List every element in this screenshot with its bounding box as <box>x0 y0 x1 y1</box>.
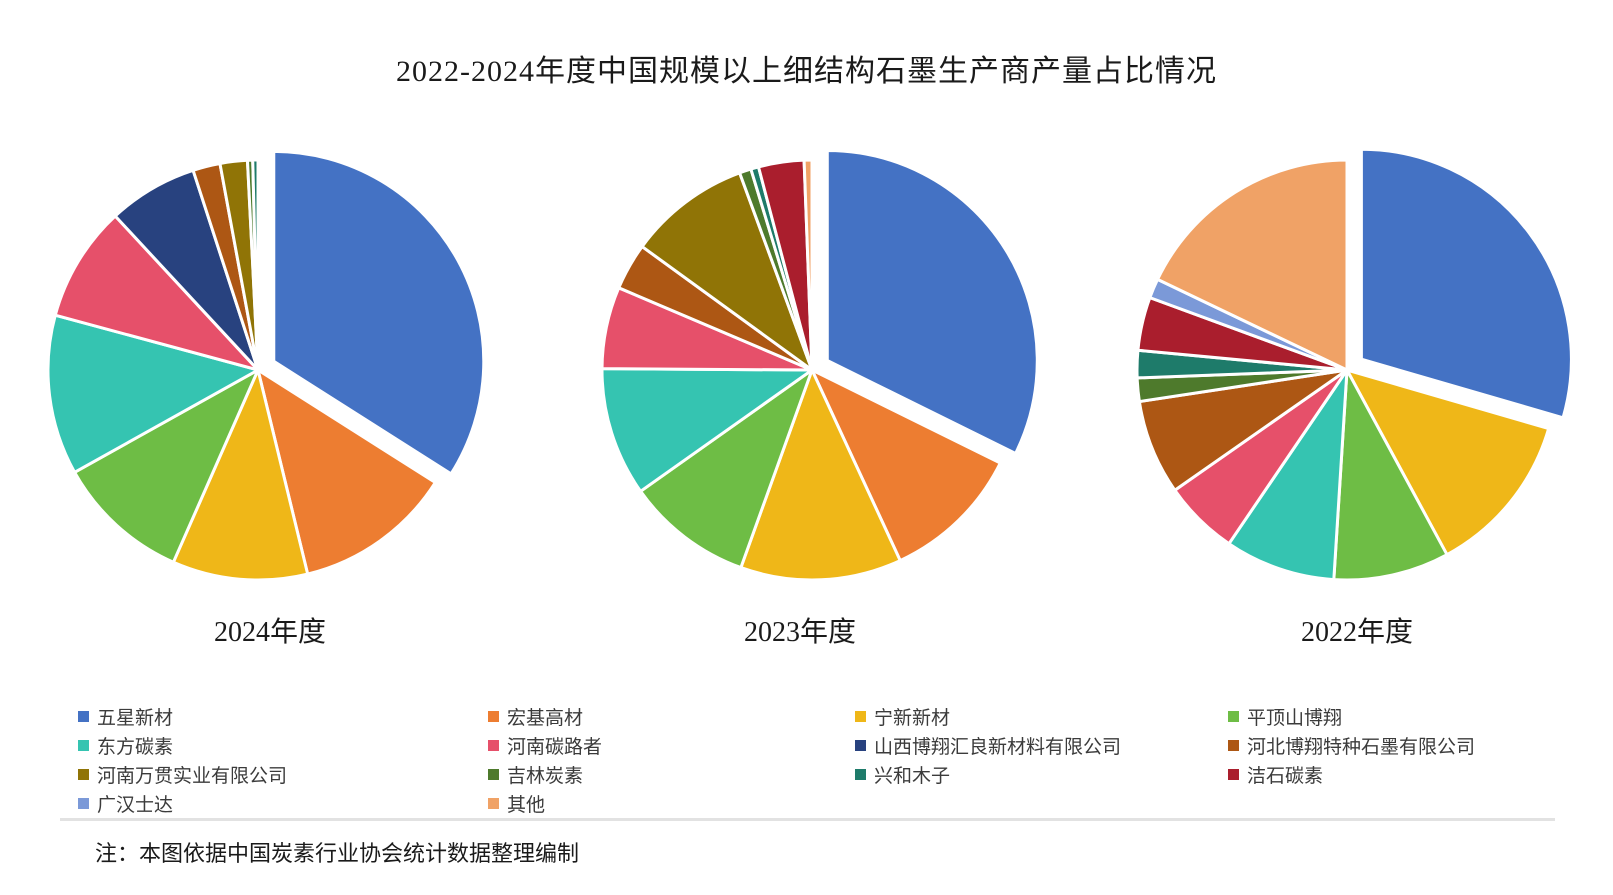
legend-label: 兴和木子 <box>874 766 951 787</box>
legend-label: 广汉士达 <box>97 795 174 816</box>
legend-item: 宏基高材 <box>488 702 855 731</box>
pie-slice <box>1156 158 1349 372</box>
legend-label: 山西博翔汇良新材料有限公司 <box>874 737 1122 758</box>
legend-label: 宁新新材 <box>874 708 951 729</box>
legend-swatch-icon <box>1228 711 1239 722</box>
pie-chart-2024 <box>46 149 486 582</box>
legend-label: 河南万贯实业有限公司 <box>97 766 288 787</box>
pie-slice <box>639 368 814 570</box>
source-note: 注：本图依据中国炭素行业协会统计数据整理编制 <box>95 841 580 866</box>
pie-slice <box>1227 368 1349 582</box>
pie-slice <box>272 149 486 476</box>
legend-item: 五星新材 <box>78 702 488 731</box>
legend-label: 五星新材 <box>97 708 174 729</box>
pie-chart-2022 <box>1135 147 1573 582</box>
legend-swatch-icon <box>78 798 89 809</box>
legend-label: 平顶山博翔 <box>1247 708 1343 729</box>
chart-title: 2022-2024年度中国规模以上细结构石墨生产商产量占比情况 <box>396 55 1217 88</box>
legend-swatch-icon <box>78 769 89 780</box>
legend-item: 其他 <box>488 789 855 818</box>
legend-swatch-icon <box>488 769 499 780</box>
legend-swatch-icon <box>78 711 89 722</box>
legend-item: 河南万贯实业有限公司 <box>78 760 488 789</box>
pie-chart-2023 <box>600 148 1039 582</box>
pie-slice <box>171 368 310 582</box>
pie-slice <box>46 313 260 474</box>
legend-item: 洁石碳素 <box>1228 760 1578 789</box>
legend-label: 东方碳素 <box>97 737 174 758</box>
year-label-2023: 2023年度 <box>743 617 856 648</box>
pie-slice <box>251 158 260 372</box>
pie-slice <box>640 171 814 372</box>
legend-swatch-icon <box>1228 769 1239 780</box>
divider-line <box>60 818 1555 821</box>
legend-item: 河北博翔特种石墨有限公司 <box>1228 731 1578 760</box>
legend-item: 山西博翔汇良新材料有限公司 <box>855 731 1228 760</box>
legend-item: 河南碳路者 <box>488 731 855 760</box>
legend-swatch-icon <box>855 711 866 722</box>
legend-item: 吉林炭素 <box>488 760 855 789</box>
legend-item: 宁新新材 <box>855 702 1228 731</box>
year-label-2022: 2022年度 <box>1300 617 1413 648</box>
pie-slice <box>739 368 902 582</box>
pie-slice <box>1345 368 1551 557</box>
legend-swatch-icon <box>488 711 499 722</box>
legend-swatch-icon <box>488 740 499 751</box>
pie-slice <box>73 368 260 564</box>
pie-slice <box>600 367 814 493</box>
legend-item: 广汉士达 <box>78 789 488 818</box>
pie-slice <box>810 368 1002 563</box>
pie-slice <box>1332 368 1449 582</box>
pie-slice <box>802 158 814 372</box>
legend-label: 河北博翔特种石墨有限公司 <box>1247 737 1476 758</box>
legend-swatch-icon <box>488 798 499 809</box>
legend-item: 东方碳素 <box>78 731 488 760</box>
legend-swatch-icon <box>855 769 866 780</box>
legend-label: 洁石碳素 <box>1247 766 1324 787</box>
pie-slice <box>53 214 260 372</box>
year-label-2024: 2024年度 <box>213 617 326 648</box>
legend-item: 平顶山博翔 <box>1228 702 1578 731</box>
pie-slice <box>1359 147 1573 420</box>
legend-label: 其他 <box>507 795 546 816</box>
legend-label: 河南碳路者 <box>507 737 603 758</box>
legend-label: 吉林炭素 <box>507 766 584 787</box>
legend-label: 宏基高材 <box>507 708 584 729</box>
pie-slice <box>256 368 437 576</box>
chart-legend: 五星新材 宏基高材 宁新新材 平顶山博翔 东方碳素 河南碳路者 山西博翔汇良新材料有限公司河… <box>78 702 1588 818</box>
pie-slice <box>825 148 1039 455</box>
legend-swatch-icon <box>855 740 866 751</box>
legend-swatch-icon <box>1228 740 1239 751</box>
legend-item: 兴和木子 <box>855 760 1228 789</box>
legend-swatch-icon <box>78 740 89 751</box>
